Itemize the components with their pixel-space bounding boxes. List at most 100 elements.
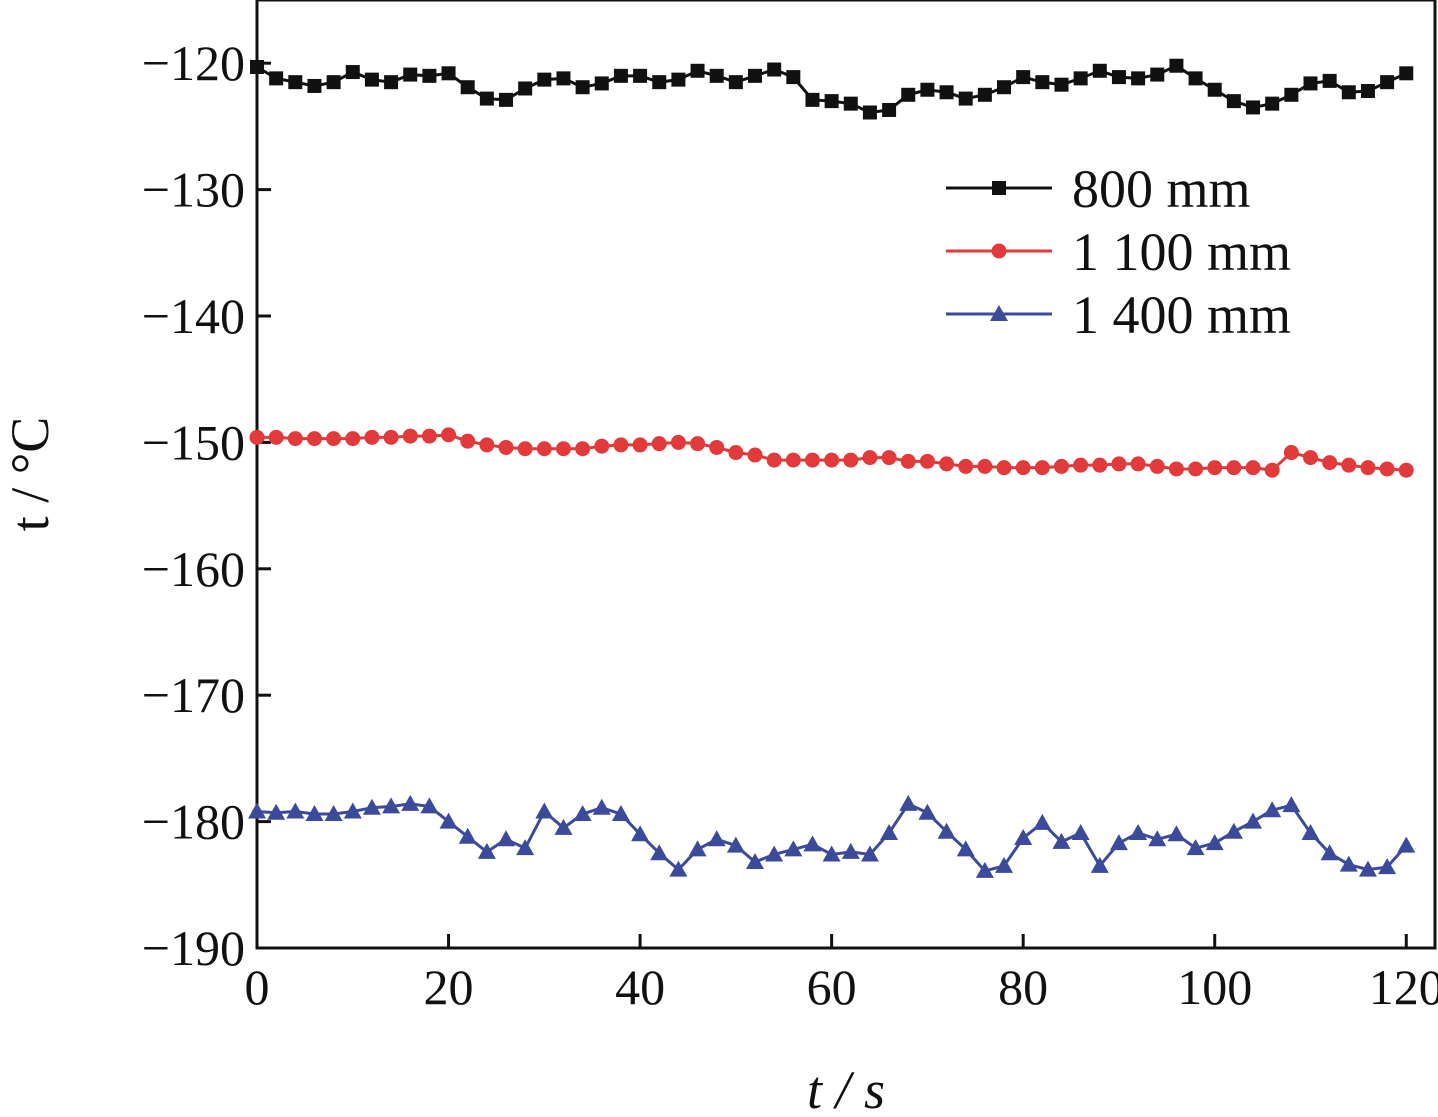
data-point bbox=[1169, 58, 1184, 73]
data-point bbox=[707, 830, 726, 847]
data-point bbox=[1341, 85, 1356, 100]
data-point bbox=[1226, 460, 1242, 476]
data-point bbox=[805, 92, 820, 107]
data-point bbox=[345, 431, 361, 447]
legend-label: 1 400 mm bbox=[1072, 285, 1291, 345]
data-point bbox=[1379, 461, 1395, 477]
data-point bbox=[1284, 87, 1299, 102]
data-point bbox=[1148, 830, 1167, 847]
data-point bbox=[441, 66, 456, 81]
data-point bbox=[592, 798, 611, 815]
legend-marker bbox=[991, 243, 1007, 259]
data-point bbox=[726, 836, 745, 853]
series-2 bbox=[249, 427, 1414, 478]
data-point bbox=[1320, 844, 1339, 861]
series-1 bbox=[250, 58, 1414, 120]
data-point bbox=[862, 105, 877, 120]
data-point bbox=[996, 460, 1012, 476]
data-point bbox=[305, 805, 324, 822]
x-tick-label: 120 bbox=[1369, 959, 1438, 1015]
y-tick-label: −180 bbox=[142, 794, 245, 850]
data-point bbox=[1264, 462, 1280, 478]
data-point bbox=[1360, 460, 1376, 476]
legend-item: 1 400 mm bbox=[946, 285, 1291, 345]
legend-marker bbox=[990, 305, 1008, 321]
data-point bbox=[881, 450, 897, 466]
data-point bbox=[1188, 71, 1203, 86]
y-tick-label: −140 bbox=[142, 288, 245, 344]
data-point bbox=[1360, 84, 1375, 99]
y-tick-label: −190 bbox=[142, 920, 245, 976]
data-point bbox=[746, 853, 765, 870]
data-point bbox=[1129, 823, 1148, 840]
data-point bbox=[1111, 70, 1126, 85]
data-point bbox=[1399, 66, 1414, 81]
data-point bbox=[516, 839, 535, 856]
data-point bbox=[1265, 96, 1280, 111]
data-point bbox=[575, 441, 591, 457]
data-point bbox=[1398, 462, 1414, 478]
legend-label: 1 100 mm bbox=[1072, 222, 1291, 282]
data-point bbox=[920, 82, 935, 97]
y-axis: −120 −130 −140 −150 −160 −170 −180 −190 bbox=[142, 35, 271, 976]
data-point bbox=[939, 456, 955, 472]
data-point bbox=[497, 830, 516, 847]
legend-label: 800 mm bbox=[1072, 159, 1251, 219]
data-point bbox=[728, 75, 743, 90]
data-point bbox=[748, 68, 763, 83]
data-point bbox=[517, 441, 533, 457]
x-axis: 0 20 40 60 80 100 120 bbox=[245, 934, 1438, 1015]
data-point bbox=[937, 822, 956, 839]
data-point bbox=[518, 81, 533, 96]
data-point bbox=[268, 429, 284, 445]
legend-marker bbox=[992, 181, 1006, 195]
data-point bbox=[843, 452, 859, 468]
data-point bbox=[919, 453, 935, 469]
data-point bbox=[803, 835, 822, 852]
data-point bbox=[1207, 460, 1223, 476]
data-point bbox=[1301, 823, 1320, 840]
data-point bbox=[1378, 858, 1397, 875]
data-point bbox=[1226, 94, 1241, 109]
data-point bbox=[269, 71, 284, 86]
data-point bbox=[1358, 860, 1377, 877]
data-point bbox=[479, 91, 494, 106]
data-point bbox=[786, 70, 801, 85]
data-point bbox=[766, 452, 782, 468]
data-point bbox=[249, 429, 265, 445]
data-point bbox=[383, 429, 399, 445]
data-point bbox=[1053, 458, 1069, 474]
data-point bbox=[288, 75, 303, 90]
data-point bbox=[364, 72, 379, 87]
plot-frame bbox=[255, 0, 1437, 950]
data-point bbox=[382, 797, 401, 814]
data-point bbox=[594, 76, 609, 91]
data-point bbox=[306, 431, 322, 447]
data-point bbox=[975, 861, 994, 878]
data-point bbox=[1109, 834, 1128, 851]
data-point bbox=[671, 72, 686, 87]
data-point bbox=[286, 802, 305, 819]
data-point bbox=[1150, 67, 1165, 82]
data-point bbox=[804, 452, 820, 468]
data-point bbox=[248, 802, 266, 819]
x-tick-label: 80 bbox=[998, 959, 1048, 1015]
data-point bbox=[669, 860, 688, 877]
data-point bbox=[1282, 796, 1301, 813]
data-point bbox=[422, 68, 437, 83]
data-point bbox=[1035, 75, 1050, 90]
data-point bbox=[326, 431, 342, 447]
data-point bbox=[307, 78, 322, 93]
x-tick-label: 20 bbox=[424, 959, 474, 1015]
data-point bbox=[498, 439, 514, 455]
x-axis-title: t / s bbox=[807, 1060, 885, 1117]
data-point bbox=[613, 437, 629, 453]
data-point bbox=[785, 452, 801, 468]
data-point bbox=[1092, 457, 1108, 473]
data-point bbox=[862, 450, 878, 466]
data-point bbox=[652, 75, 667, 90]
data-point bbox=[1186, 839, 1205, 856]
data-point bbox=[537, 72, 552, 87]
data-point bbox=[1033, 813, 1052, 830]
